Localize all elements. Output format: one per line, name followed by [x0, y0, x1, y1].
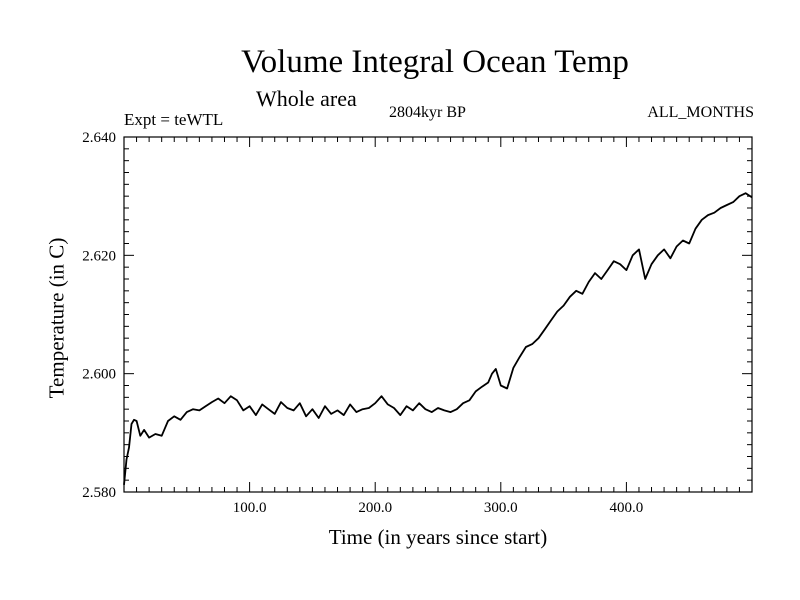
- date-label: 2804kyr BP: [389, 104, 466, 121]
- x-axis-label: Time (in years since start): [328, 525, 548, 549]
- chart-subtitle: Whole area: [256, 86, 357, 111]
- x-tick-label: 300.0: [484, 500, 518, 516]
- y-tick-label: 2.640: [82, 130, 116, 146]
- experiment-label: Expt = teWTL: [124, 110, 224, 129]
- x-tick-label: 400.0: [610, 500, 644, 516]
- months-label: ALL_MONTHS: [647, 104, 754, 121]
- plot-frame: [123, 136, 753, 493]
- x-tick-label: 200.0: [358, 500, 392, 516]
- temperature-series-line: [123, 192, 753, 485]
- y-tick-label: 2.620: [82, 248, 116, 264]
- y-tick-label: 2.580: [82, 485, 116, 501]
- y-tick-label: 2.600: [82, 367, 116, 383]
- x-tick-label: 100.0: [233, 500, 267, 516]
- chart-title: Volume Integral Ocean Temp: [241, 44, 629, 80]
- x-axis: 100.0 200.0 300.0 400.0: [136, 137, 740, 516]
- y-axis-label: Temperature (in C): [44, 237, 69, 399]
- y-axis: 2.580 2.600 2.620 2.640: [82, 130, 752, 501]
